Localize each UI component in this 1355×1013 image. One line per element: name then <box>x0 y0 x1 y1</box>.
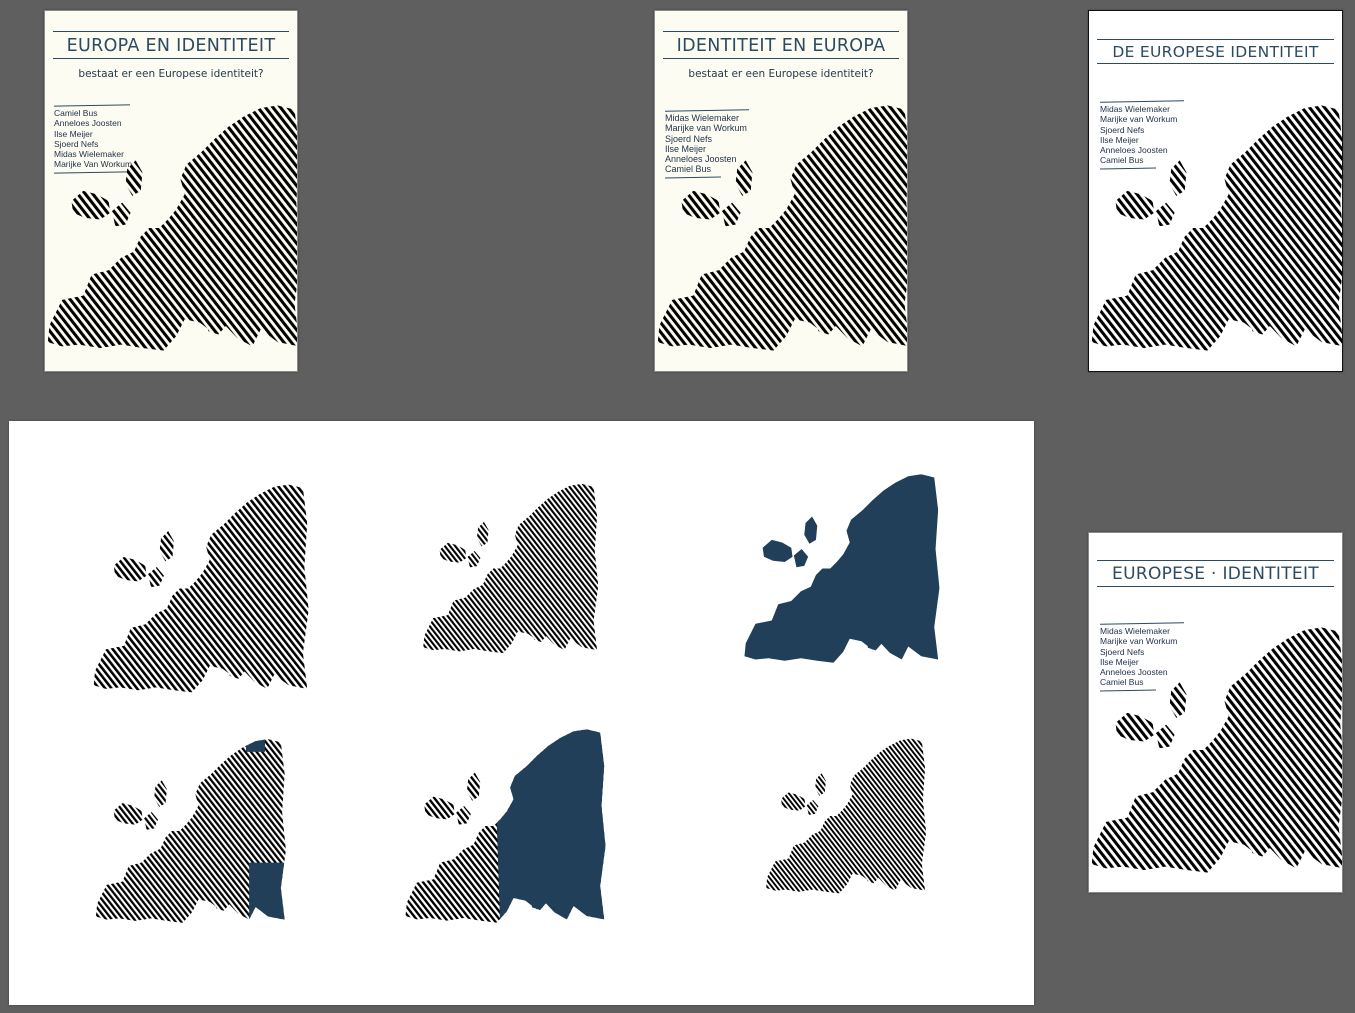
solid-europe-map <box>744 474 940 663</box>
cover-title: EUROPESE · IDENTITEIT <box>1097 560 1334 587</box>
author-name: Ilse Meijer <box>1100 656 1139 667</box>
cover-artboard-1[interactable]: EUROPA EN IDENTITEIT bestaat er een Euro… <box>44 10 298 372</box>
author-name: Camiel Bus <box>54 108 98 118</box>
author-name: Sjoerd Nefs <box>1100 124 1145 135</box>
cover-artboard-3[interactable]: DE EUROPESE IDENTITEIT Midas Wielemaker … <box>1088 10 1343 372</box>
author-list: Midas Wielemaker Marijke van Workum Sjoe… <box>1099 100 1185 170</box>
author-name: Marijke van Workum <box>1100 114 1178 125</box>
map-variant-fingerprint-full[interactable] <box>722 736 1034 996</box>
author-name: Camiel Bus <box>1100 155 1144 166</box>
author-name: Sjoerd Nefs <box>665 133 713 144</box>
author-name: Ilse Meijer <box>54 128 93 139</box>
author-name: Sjoerd Nefs <box>1100 646 1145 657</box>
cover-artboard-4[interactable]: EUROPESE · IDENTITEIT Midas Wielemaker M… <box>1088 532 1343 893</box>
author-name: Anneloes Joosten <box>1100 667 1168 678</box>
map-variant-half-fingerprint-half-solid[interactable] <box>371 726 701 986</box>
fingerprint-europe-map <box>95 739 286 923</box>
author-name: Marijke van Workum <box>1100 636 1178 647</box>
author-name: Midas Wielemaker <box>54 149 124 160</box>
fingerprint-solid-europe-map <box>405 729 606 923</box>
author-name: Ilse Meijer <box>1100 134 1139 145</box>
author-name: Marijke Van Workum <box>54 159 133 170</box>
author-name: Anneloes Joosten <box>1100 145 1168 156</box>
fingerprint-europe-map <box>1091 627 1342 873</box>
map-variant-fingerprint-full[interactable] <box>374 481 704 741</box>
author-name: Camiel Bus <box>1100 677 1144 688</box>
author-name: Anneloes Joosten <box>665 154 737 165</box>
cover-artboard-2[interactable]: IDENTITEIT EN EUROPA bestaat er een Euro… <box>654 10 908 372</box>
author-name: Sjoerd Nefs <box>54 138 99 149</box>
map-variant-fingerprint-east-solid-patch[interactable] <box>64 736 394 996</box>
map-variants-artboard[interactable] <box>9 421 1034 1005</box>
fingerprint-europe-map <box>47 105 297 351</box>
fingerprint-europe-map <box>1091 105 1342 351</box>
fingerprint-europe-map <box>657 105 907 351</box>
author-list: Midas Wielemaker Marijke van Workum Sjoe… <box>1099 622 1185 692</box>
cover-subtitle: bestaat er een Europese identiteit? <box>78 68 264 80</box>
map-variant-fingerprint-zoomed[interactable] <box>64 481 394 741</box>
author-name: Marijke van Workum <box>665 123 747 134</box>
author-name: Anneloes Joosten <box>54 118 122 129</box>
author-name: Ilse Meijer <box>665 143 707 154</box>
author-list: Midas Wielemaker Marijke van Workum Sjoe… <box>664 109 750 179</box>
cover-title: DE EUROPESE IDENTITEIT <box>1097 39 1334 64</box>
author-name: Midas Wielemaker <box>1100 104 1170 114</box>
cover-title: IDENTITEIT EN EUROPA <box>663 31 899 59</box>
author-name: Camiel Bus <box>665 164 712 175</box>
author-list: Camiel Bus Anneloes Joosten Ilse Meijer … <box>53 104 133 174</box>
cover-subtitle: bestaat er een Europese identiteit? <box>688 68 874 80</box>
author-name: Midas Wielemaker <box>1100 626 1170 636</box>
author-name: Midas Wielemaker <box>665 113 740 123</box>
cover-title: EUROPA EN IDENTITEIT <box>53 31 289 59</box>
map-variant-solid[interactable] <box>709 471 1034 731</box>
fingerprint-europe-map <box>423 483 599 654</box>
fingerprint-europe-map <box>93 484 309 693</box>
fingerprint-europe-map <box>766 738 927 894</box>
